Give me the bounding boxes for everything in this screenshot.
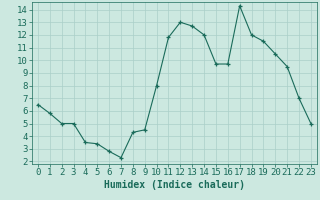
X-axis label: Humidex (Indice chaleur): Humidex (Indice chaleur) [104,180,245,190]
